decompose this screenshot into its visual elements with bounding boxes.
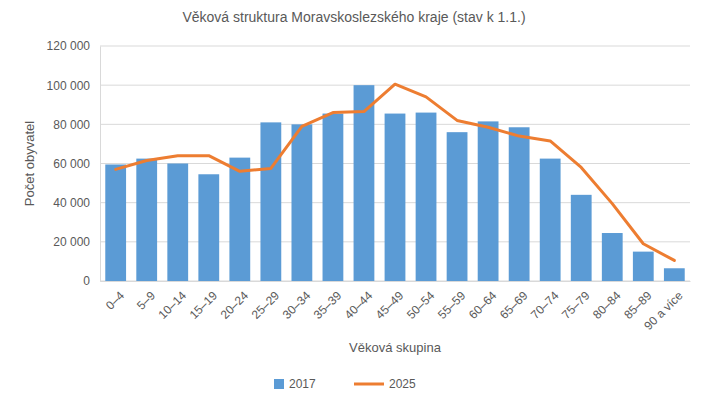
y-tick-label: 100 000 bbox=[47, 79, 91, 93]
x-tick-label: 35–39 bbox=[311, 288, 345, 322]
x-tick: 80–84 bbox=[590, 281, 624, 322]
grid-line bbox=[100, 46, 690, 47]
bar bbox=[291, 124, 312, 281]
marks bbox=[105, 84, 684, 281]
bar bbox=[664, 268, 685, 281]
y-tick-label: 120 000 bbox=[47, 39, 91, 53]
chart: 020 00040 00060 00080 000100 000120 0000… bbox=[0, 0, 708, 406]
bar bbox=[198, 174, 219, 281]
line bbox=[116, 84, 675, 260]
plot-area: 020 00040 00060 00080 000100 000120 0000… bbox=[47, 39, 691, 332]
bar bbox=[509, 127, 530, 281]
x-tick: 20–24 bbox=[218, 281, 252, 322]
bar bbox=[416, 113, 437, 281]
x-axis: 0–4 5–910–1415–1920–2425–2930–3435–3940–4… bbox=[101, 281, 691, 333]
x-tick: 90 a více bbox=[641, 281, 686, 333]
bar bbox=[385, 114, 406, 281]
bar bbox=[540, 159, 561, 281]
bar bbox=[354, 85, 375, 281]
y-tick: 20 000 bbox=[53, 235, 100, 249]
y-tick: 60 000 bbox=[53, 157, 100, 171]
x-tick: 10–14 bbox=[156, 281, 190, 322]
x-tick: 75–79 bbox=[559, 281, 593, 322]
x-tick-label: 40–44 bbox=[342, 288, 376, 322]
y-tick-label: 0 bbox=[83, 274, 90, 288]
legend-label: 2017 bbox=[289, 377, 316, 391]
y-tick-label: 80 000 bbox=[53, 118, 90, 132]
title: Věková struktura Moravskoslezského kraje… bbox=[182, 9, 525, 25]
x-tick-label: 10–14 bbox=[156, 288, 190, 322]
x-tick-label: 60–64 bbox=[466, 288, 500, 322]
legend-label: 2025 bbox=[389, 377, 416, 391]
bar bbox=[167, 164, 188, 282]
y-tick-label: 60 000 bbox=[53, 157, 90, 171]
x-tick-label: 25–29 bbox=[249, 288, 283, 322]
x-tick: 0–4 bbox=[103, 281, 127, 312]
x-tick-label: 15–19 bbox=[187, 288, 221, 322]
x-tick: 5–9 bbox=[134, 281, 158, 312]
grid bbox=[100, 46, 690, 281]
x-tick-label: 80–84 bbox=[590, 288, 624, 322]
bar-series bbox=[105, 85, 684, 281]
x-tick-label: 20–24 bbox=[218, 288, 252, 322]
bar bbox=[602, 233, 623, 281]
y-tick-label: 20 000 bbox=[53, 235, 90, 249]
legend: 2017 2025 bbox=[274, 377, 416, 391]
legend-swatch bbox=[354, 383, 384, 386]
x-tick-label: 5–9 bbox=[134, 288, 158, 312]
bar bbox=[260, 122, 281, 281]
y-axis-line bbox=[100, 47, 101, 282]
x-tick: 30–34 bbox=[280, 281, 314, 322]
bar bbox=[229, 158, 250, 281]
x-tick-label: 45–49 bbox=[373, 288, 407, 322]
x-tick-label: 0–4 bbox=[103, 288, 127, 312]
y-tick: 0 bbox=[83, 274, 100, 288]
legend-swatch bbox=[274, 379, 284, 389]
y-tick: 120 000 bbox=[47, 39, 100, 53]
x-tick: 65–69 bbox=[497, 281, 531, 322]
y-tick: 100 000 bbox=[47, 79, 100, 93]
y-axis: 0 20 000 40 000 60 000 80 000 100 000 120 000 bbox=[47, 39, 101, 288]
bar bbox=[447, 132, 468, 281]
y-axis-title: Počet obyvatel bbox=[22, 121, 37, 206]
x-tick: 35–39 bbox=[311, 281, 345, 322]
x-tick: 70–74 bbox=[528, 281, 562, 322]
x-tick-label: 70–74 bbox=[528, 288, 562, 322]
bar bbox=[571, 195, 592, 281]
x-tick: 45–49 bbox=[373, 281, 407, 322]
x-tick-label: 65–69 bbox=[497, 288, 531, 322]
x-tick: 25–29 bbox=[249, 281, 283, 322]
y-tick: 40 000 bbox=[53, 196, 100, 210]
x-tick-label: 75–79 bbox=[559, 288, 593, 322]
x-tick: 40–44 bbox=[342, 281, 376, 322]
x-tick-label: 55–59 bbox=[435, 288, 469, 322]
x-axis-line bbox=[101, 281, 691, 282]
y-tick-label: 40 000 bbox=[53, 196, 90, 210]
x-tick: 50–54 bbox=[404, 281, 438, 322]
x-axis-title: Věková skupina bbox=[349, 340, 442, 355]
x-tick-label: 30–34 bbox=[280, 288, 314, 322]
bar bbox=[633, 252, 654, 281]
bar bbox=[105, 164, 126, 281]
x-tick-label: 90 a více bbox=[641, 288, 686, 333]
bar bbox=[478, 121, 499, 281]
x-tick: 15–19 bbox=[187, 281, 221, 322]
y-tick: 80 000 bbox=[53, 118, 100, 132]
x-tick: 55–59 bbox=[435, 281, 469, 322]
x-tick: 60–64 bbox=[466, 281, 500, 322]
bar bbox=[136, 159, 157, 281]
bar bbox=[323, 114, 344, 281]
x-tick-label: 50–54 bbox=[404, 288, 438, 322]
